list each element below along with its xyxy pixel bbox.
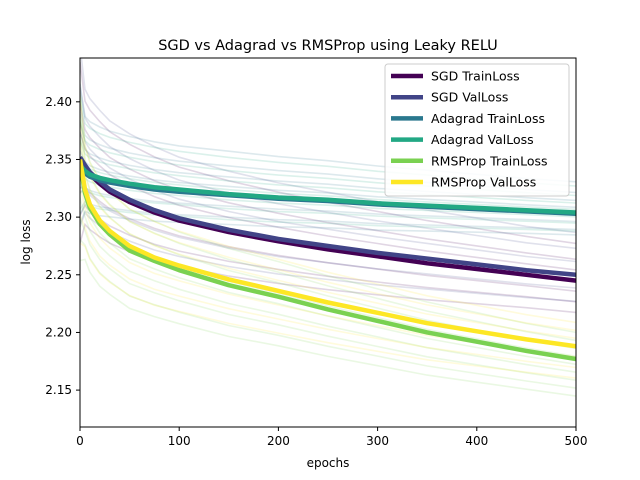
- legend-label: SGD TrainLoss: [431, 69, 520, 84]
- run-line: [80, 211, 576, 303]
- run-line: [80, 61, 576, 245]
- run-line: [80, 156, 576, 211]
- y-axis: 2.15 2.20 2.25 2.30 2.35 2.40: [45, 95, 80, 397]
- run-line: [80, 131, 576, 271]
- legend-label: SGD ValLoss: [431, 90, 508, 105]
- legend-label: RMSProp TrainLoss: [431, 153, 548, 168]
- series-line: [80, 159, 576, 349]
- run-line: [80, 187, 576, 289]
- legend-label: Adagrad ValLoss: [431, 132, 534, 147]
- run-line: [80, 175, 576, 218]
- run-line: [80, 189, 576, 224]
- mean-series-lines: [80, 156, 576, 362]
- run-line: [80, 186, 576, 223]
- chart-title: SGD vs Adagrad vs RMSProp using Leaky RE…: [158, 38, 498, 54]
- run-line: [80, 218, 576, 381]
- x-axis: 0 100 200 300 400 500: [76, 427, 587, 448]
- y-tick-label: 2.40: [45, 95, 72, 109]
- run-line: [80, 200, 576, 231]
- run-line: [80, 122, 576, 263]
- series-line: [80, 163, 576, 215]
- y-tick-label: 2.20: [45, 325, 72, 339]
- plot-frame: [79, 57, 577, 428]
- run-line: [80, 214, 576, 369]
- run-line: [80, 197, 576, 373]
- x-axis-label: epochs: [307, 456, 350, 470]
- x-tick-label: 500: [565, 434, 588, 448]
- run-line: [80, 150, 576, 209]
- legend-box: [384, 63, 570, 197]
- run-line: [80, 203, 576, 232]
- run-line: [80, 103, 576, 261]
- y-tick-label: 2.30: [45, 210, 72, 224]
- run-line: [80, 138, 576, 340]
- run-line: [80, 96, 576, 324]
- run-line: [80, 87, 576, 250]
- y-tick-label: 2.15: [45, 383, 72, 397]
- run-line: [80, 58, 576, 234]
- run-line: [80, 258, 576, 397]
- legend-label: RMSProp ValLoss: [431, 175, 536, 190]
- legend: SGD TrainLoss SGD ValLoss Adagrad TrainLos…: [384, 63, 570, 197]
- y-tick-label: 2.35: [45, 152, 72, 166]
- y-tick-label: 2.25: [45, 268, 72, 282]
- x-tick-label: 0: [76, 434, 84, 448]
- x-tick-label: 400: [465, 434, 488, 448]
- run-line: [80, 239, 576, 389]
- run-line: [80, 93, 576, 334]
- run-line: [80, 185, 576, 292]
- run-line: [80, 242, 576, 379]
- x-tick-label: 100: [168, 434, 191, 448]
- legend-label: Adagrad TrainLoss: [431, 111, 545, 126]
- run-line: [80, 117, 576, 332]
- y-axis-label: log loss: [19, 219, 33, 264]
- run-line: [80, 176, 576, 366]
- x-tick-label: 300: [366, 434, 389, 448]
- run-line: [80, 114, 576, 342]
- x-tick-label: 200: [267, 434, 290, 448]
